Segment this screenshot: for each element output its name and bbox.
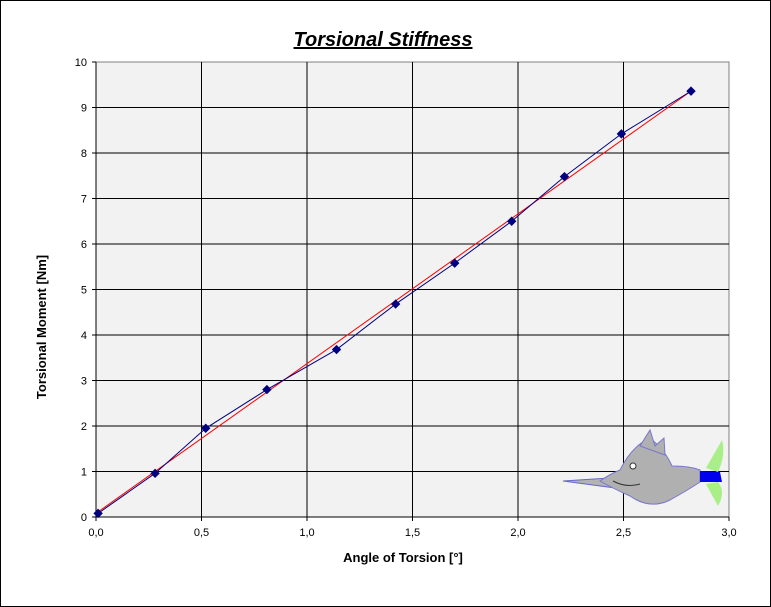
y-tick-label: 4 (81, 330, 87, 342)
data-point (559, 171, 570, 182)
x-tick-label: 2,0 (510, 527, 525, 539)
y-tick-label: 9 (81, 103, 87, 115)
swordfish-icon (562, 428, 724, 506)
y-axis-label: Torsional Moment [Nm] (34, 255, 49, 399)
x-axis-label: Angle of Torsion [°] (343, 550, 463, 565)
y-tick-label: 8 (81, 148, 87, 160)
y-tick-label: 3 (81, 376, 87, 388)
data-point (616, 129, 627, 139)
x-tick-label: 3,0 (721, 527, 736, 539)
y-tick-label: 7 (81, 194, 87, 206)
y-tick-label: 2 (81, 421, 87, 433)
data-point (262, 384, 272, 395)
x-tick-label: 2,5 (616, 527, 631, 539)
y-tick-label: 1 (81, 467, 87, 479)
y-tick-label: 5 (81, 285, 87, 297)
x-axis-ticks: 0,0 0,5 1,0 1,5 2,0 2,5 3,0 (88, 517, 737, 539)
data-point (150, 468, 160, 479)
y-tick-label: 6 (81, 239, 87, 251)
data-point (506, 216, 517, 226)
chart-title: Torsional Stiffness (294, 29, 473, 51)
data-point (686, 86, 696, 96)
data-point (201, 423, 211, 433)
data-point (449, 258, 460, 268)
data-point (93, 508, 103, 519)
x-tick-label: 1,0 (299, 527, 314, 539)
data-point (390, 299, 401, 309)
data-series (93, 86, 696, 519)
x-tick-label: 1,5 (405, 527, 420, 539)
y-tick-label: 0 (81, 512, 87, 524)
y-axis-ticks: 0 1 2 3 4 5 6 7 8 9 10 (75, 57, 96, 524)
x-tick-label: 0,5 (194, 527, 209, 539)
data-point (331, 344, 342, 355)
x-tick-label: 0,0 (88, 527, 103, 539)
y-tick-label: 10 (75, 57, 87, 69)
